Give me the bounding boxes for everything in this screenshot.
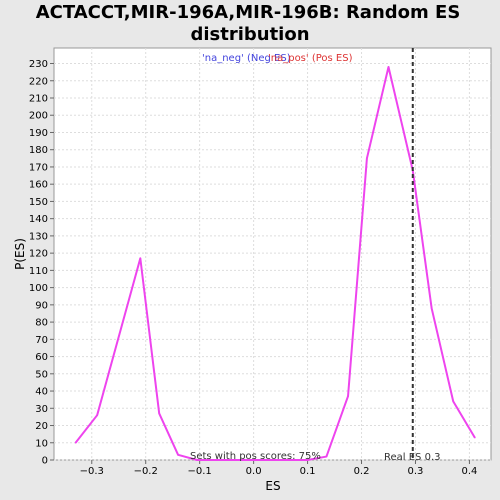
data-point [325, 455, 328, 458]
data-point [430, 307, 433, 310]
data-point [139, 257, 142, 260]
y-tick-label: 10 [35, 438, 48, 449]
y-tick-label: 70 [35, 335, 48, 346]
data-point [177, 454, 179, 456]
x-tick-label: −0.1 [188, 466, 212, 477]
y-tick-label: 90 [35, 300, 48, 311]
y-tick-label: 140 [29, 214, 48, 225]
y-tick-label: 50 [35, 369, 48, 380]
grid [54, 48, 491, 461]
x-tick-label: 0.4 [461, 466, 477, 477]
y-tick-label: 170 [29, 162, 48, 173]
data-point [252, 459, 255, 461]
y-tick-label: 100 [29, 283, 48, 294]
chart-title-line2: distribution [190, 24, 309, 45]
es-distribution-line [74, 65, 476, 461]
y-tick-label: 30 [35, 404, 48, 415]
y-axis-label: P(ES) [13, 238, 27, 270]
y-tick-label: 40 [35, 387, 48, 398]
x-tick-label: 0.0 [246, 466, 262, 477]
y-tick-label: 230 [29, 59, 48, 70]
y-tick-label: 80 [35, 318, 48, 329]
x-axis-label: ES [265, 479, 280, 493]
data-point [387, 66, 390, 68]
x-tick-label: −0.3 [80, 466, 104, 477]
chart-title-line1: ACTACCT,MIR-196A,MIR-196B: Random ES [36, 2, 461, 23]
legend-item-pos: 'na_pos' (Pos ES) [268, 53, 353, 64]
data-point [158, 412, 161, 415]
y-tick-label: 110 [29, 266, 48, 277]
y-tick-label: 180 [29, 145, 48, 156]
y-tick-label: 150 [29, 197, 48, 208]
y-tick-label: 120 [29, 249, 48, 260]
x-tick-label: 0.2 [354, 466, 370, 477]
data-point [347, 395, 349, 398]
x-tick-label: 0.3 [408, 466, 424, 477]
y-tick-label: 160 [29, 180, 48, 191]
data-point [196, 459, 198, 461]
y-tick-label: 20 [35, 421, 48, 432]
y-tick-label: 190 [29, 128, 48, 139]
plot-area [53, 47, 492, 461]
y-tick-label: 200 [29, 111, 48, 122]
data-point [474, 436, 476, 439]
y-tick-label: 0 [42, 456, 48, 467]
y-tick-label: 130 [29, 231, 48, 242]
axis-ticks: 0 10 20 30 40 50 60 70 80 90 100 110 120 130 140 150 160… [29, 59, 477, 477]
data-point [452, 400, 455, 403]
y-tick-label: 60 [35, 352, 48, 363]
y-tick-label: 220 [29, 76, 48, 87]
data-point [96, 414, 98, 416]
real-es-label: Real ES 0.3 [384, 452, 440, 463]
legend: 'na_neg' (Neg ES) 'na_pos' (Pos ES) [202, 53, 353, 64]
legend-item-neg: 'na_neg' (Neg ES) [202, 53, 291, 64]
data-point [306, 459, 309, 461]
x-tick-label: −0.2 [134, 466, 158, 477]
y-tick-label: 210 [29, 93, 48, 104]
x-tick-label: 0.1 [300, 466, 316, 477]
data-point [74, 441, 77, 444]
data-point [366, 157, 368, 160]
footnote: Sets with pos scores: 75% [190, 451, 321, 462]
series-group [74, 65, 476, 461]
